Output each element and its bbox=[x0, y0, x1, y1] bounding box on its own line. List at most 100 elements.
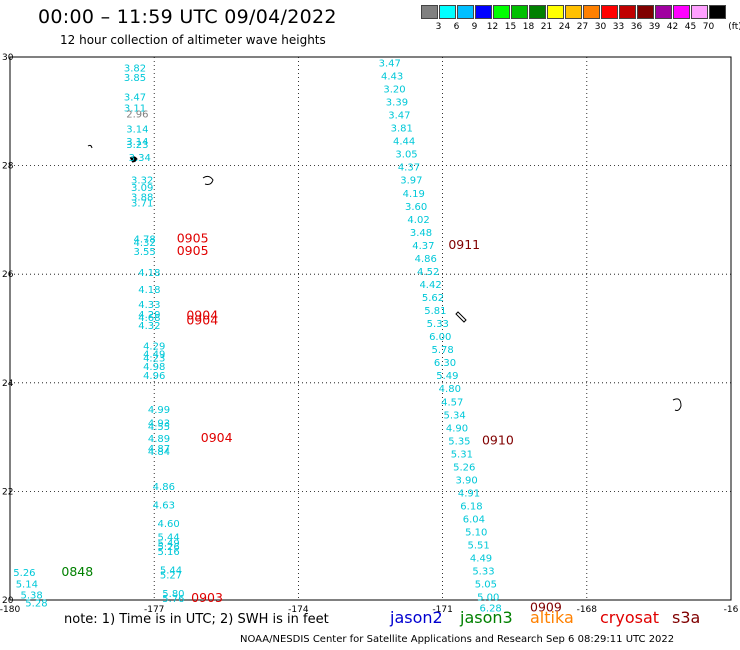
wave-height-label: 3.97 bbox=[400, 176, 422, 187]
wave-height-label: 4.99 bbox=[148, 405, 170, 416]
page-subtitle: 12 hour collection of altimeter wave hei… bbox=[60, 33, 326, 47]
satellite-legend-jason3: jason3 bbox=[460, 608, 513, 627]
wave-height-label: 4.98 bbox=[143, 362, 165, 373]
color-swatch-label: 30 bbox=[594, 22, 607, 32]
wave-height-label: 3.71 bbox=[131, 199, 153, 210]
wave-height-label: 5.27 bbox=[160, 570, 182, 581]
lat-tick-label: 20 bbox=[2, 596, 14, 606]
wave-height-label: 4.43 bbox=[381, 71, 403, 82]
pass-time-label: 0911 bbox=[448, 237, 480, 252]
pass-time-label: 0910 bbox=[482, 432, 514, 447]
color-swatch bbox=[475, 5, 492, 19]
lon-tick-label: -180 bbox=[0, 605, 20, 615]
color-swatch-label: 9 bbox=[471, 22, 478, 32]
pass-time-label: 0904 bbox=[186, 312, 218, 327]
wave-height-label: 4.32 bbox=[138, 321, 160, 332]
wave-height-label: 4.63 bbox=[153, 500, 175, 511]
pass-time-label: 0848 bbox=[61, 564, 93, 579]
lat-tick-label: 30 bbox=[2, 53, 14, 63]
wave-height-label: 3.55 bbox=[133, 247, 155, 258]
wave-height-label: 3.32 bbox=[131, 176, 153, 187]
wave-height-label: 5.35 bbox=[448, 436, 470, 447]
color-swatch-label: 33 bbox=[612, 22, 625, 32]
wave-height-label: 4.57 bbox=[441, 397, 463, 408]
lon-tick-label: -174 bbox=[288, 605, 309, 615]
color-swatch bbox=[637, 5, 654, 19]
wave-height-label: 4.37 bbox=[398, 163, 420, 174]
wave-height-label: 4.49 bbox=[470, 554, 492, 565]
wave-height-label: 4.86 bbox=[415, 254, 437, 265]
pass-time-label: 0904 bbox=[201, 430, 233, 445]
wave-height-label: 3.48 bbox=[410, 228, 432, 239]
wave-height-label: 4.33 bbox=[138, 300, 160, 311]
color-swatch bbox=[655, 5, 672, 19]
wave-height-label: 3.14 bbox=[126, 137, 148, 148]
wave-height-label: 5.49 bbox=[436, 371, 458, 382]
pass-time-label: 0905 bbox=[177, 243, 209, 258]
wave-height-label: 4.91 bbox=[458, 488, 480, 499]
wave-height-label: 4.89 bbox=[148, 434, 170, 445]
pass-time-label: 0909 bbox=[530, 600, 562, 615]
wave-height-label: 5.76 bbox=[162, 594, 184, 605]
wave-height-label: 5.26 bbox=[157, 542, 179, 553]
color-swatch-label: 42 bbox=[666, 22, 679, 32]
wave-height-label: 5.16 bbox=[157, 547, 179, 558]
wave-height-label: 5.51 bbox=[468, 541, 490, 552]
wave-height-label: 6.28 bbox=[480, 604, 502, 615]
footer-note: note: 1) Time is in UTC; 2) SWH is in fe… bbox=[64, 612, 329, 627]
lon-tick-label: -177 bbox=[144, 605, 164, 615]
lon-tick-label: -168 bbox=[577, 605, 598, 615]
wave-height-label: 3.47 bbox=[388, 111, 410, 122]
wave-height-label: 4.84 bbox=[148, 447, 170, 458]
wave-height-label: 3.11 bbox=[124, 103, 146, 114]
color-legend-unit: (ft) bbox=[728, 22, 740, 32]
wave-height-label: 5.78 bbox=[431, 345, 453, 356]
color-swatch-label: 6 bbox=[453, 22, 460, 32]
wave-height-label: 5.00 bbox=[477, 593, 499, 604]
wave-height-label: 4.78 bbox=[133, 234, 155, 245]
color-swatch bbox=[709, 5, 726, 19]
wave-height-label: 4.29 bbox=[143, 341, 165, 352]
lon-tick-label: -16 bbox=[724, 605, 739, 615]
page-title: 00:00 – 11:59 UTC 09/04/2022 bbox=[38, 6, 337, 28]
color-swatch bbox=[619, 5, 636, 19]
satellite-legend-s3a: s3a bbox=[672, 608, 701, 627]
color-swatch bbox=[673, 5, 690, 19]
color-swatch bbox=[493, 5, 510, 19]
wave-height-label: 4.55 bbox=[148, 422, 170, 433]
color-swatch bbox=[601, 5, 618, 19]
wave-height-label: 2.96 bbox=[126, 109, 148, 120]
wave-height-label: 5.26 bbox=[453, 462, 475, 473]
wave-height-label: 5.10 bbox=[465, 528, 487, 539]
wave-height-label: 3.14 bbox=[126, 125, 148, 136]
wave-height-label: 5.62 bbox=[422, 293, 444, 304]
satellite-legend-altika: altika bbox=[530, 608, 574, 627]
footer-credit: NOAA/NESDIS Center for Satellite Applica… bbox=[240, 634, 675, 645]
wave-height-label: 3.20 bbox=[383, 84, 405, 95]
wave-height-label: 4.29 bbox=[138, 310, 160, 321]
wave-height-label: 3.88 bbox=[131, 193, 153, 204]
wave-height-label: 4.23 bbox=[143, 353, 165, 364]
wave-height-label: 5.33 bbox=[427, 319, 449, 330]
wave-height-label: 6.00 bbox=[429, 332, 451, 343]
island-shape bbox=[455, 311, 467, 323]
color-swatch bbox=[511, 5, 528, 19]
color-swatch-label: 21 bbox=[540, 22, 553, 32]
satellite-legend-jason2: jason2 bbox=[390, 608, 443, 627]
wave-height-label: 4.42 bbox=[419, 280, 441, 291]
lat-tick-label: 22 bbox=[2, 487, 13, 497]
wave-height-label: 3.47 bbox=[379, 58, 401, 69]
wave-height-label: 5.81 bbox=[424, 306, 446, 317]
color-swatch bbox=[547, 5, 564, 19]
wave-height-label: 3.39 bbox=[386, 98, 408, 109]
color-swatch bbox=[439, 5, 456, 19]
wave-height-label: 6.04 bbox=[463, 515, 485, 526]
color-swatch-label: 39 bbox=[648, 22, 661, 32]
wave-height-label: 4.02 bbox=[407, 215, 429, 226]
wave-height-label: 4.87 bbox=[148, 444, 170, 455]
satellite-legend-cryosat: cryosat bbox=[600, 608, 660, 627]
wave-height-label: 5.49 bbox=[157, 538, 179, 549]
wave-height-label: 4.49 bbox=[143, 349, 165, 360]
wave-height-label: 5.26 bbox=[13, 568, 35, 579]
